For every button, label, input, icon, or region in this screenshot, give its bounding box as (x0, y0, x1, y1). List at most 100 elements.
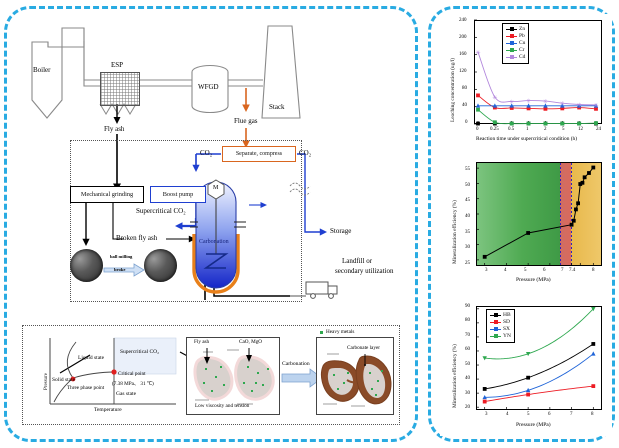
secondary-utilization-label: secondary utilization (335, 267, 394, 275)
chart1-ytick-80: 80 (462, 86, 467, 91)
chart3-x-axis-title: Pressure (MPa) (516, 422, 551, 428)
stack-label: Stack (269, 103, 285, 111)
svg-text:✳: ✳ (593, 102, 598, 109)
separate-compress-box: Separate, compress (222, 146, 296, 162)
wfgd-label: WFGD (198, 83, 219, 91)
mechanism-cao-mgo-label: CaO, MgO (239, 339, 263, 345)
separate-compress-label: Separate, compress (235, 151, 283, 157)
chart-mineralization-pressure: Mineralization efficiency (%) Pressure (… (440, 156, 612, 290)
solid-state-label: Solid state (52, 377, 76, 383)
chart3-ytick-30: 30 (465, 391, 470, 396)
legend-marker-sd (493, 320, 498, 324)
legend-marker-cu (509, 41, 514, 45)
flue-gas-label: Flue gas (234, 117, 258, 125)
ball-milling-arrow (103, 263, 145, 277)
chart2-ytick-25: 25 (465, 261, 470, 266)
fly-ash-particle-before (70, 249, 103, 282)
chart3-ytick-80: 80 (465, 318, 470, 323)
esp-label: ESP (111, 61, 124, 69)
chart3-xtick-6: 6 (548, 412, 551, 417)
process-flow-panel (4, 6, 418, 442)
chart3-ytick-60: 60 (465, 347, 470, 352)
chart-mineralization-by-source: Mineralization efficiency (%) Pressure (… (440, 298, 612, 436)
chart3-ytick-70: 70 (465, 333, 470, 338)
mechanism-after-box: Carbonate layer (316, 337, 394, 415)
chart3-xtick-3: 3 (485, 412, 488, 417)
chart2-vline-74 (571, 163, 572, 265)
chart1-xtick-2: 0.5 (508, 127, 515, 132)
legend-label-zn: Zn (519, 26, 526, 32)
svg-text:✳: ✳ (560, 101, 565, 108)
svg-text:✳: ✳ (577, 102, 582, 109)
critical-point-values: (7.38 MPa、 31 ℃) (112, 381, 154, 387)
chart1-xtick-3: 1 (526, 127, 529, 132)
ball-milling-label: ball milling (110, 254, 133, 259)
chart2-ytick-30: 30 (465, 245, 470, 250)
chart1-xtick-1: 0.25 (490, 127, 499, 132)
phase-diagram: Pressure Temperature Solid state Liquid … (36, 334, 181, 418)
legend-marker-sx (493, 327, 498, 331)
legend-item-zn: Zn (506, 26, 525, 33)
legend-line-hb (490, 313, 501, 317)
legend-line-pb (506, 34, 517, 38)
chart2-ytick-45: 45 (465, 198, 470, 203)
heavy-metals-label: Heavy metals (326, 329, 355, 335)
charts-panel (428, 6, 615, 442)
chart1-series-layer: ✳ ✳ ✳ ✳ ✳ ✳ ✳ ✳ (474, 19, 599, 126)
boiler-label: Boiler (33, 66, 51, 74)
svg-text:✳: ✳ (543, 98, 548, 105)
co2-right-label: CO₂ (299, 149, 312, 157)
chart2-xtick-8: 8 (592, 268, 595, 273)
legend-marker-hb (493, 313, 498, 317)
heavy-metals-legend: Heavy metals (320, 329, 355, 335)
legend-line-yn (490, 334, 501, 338)
boost-pump-label: Boost pump (162, 191, 194, 198)
chart2-plot-area (476, 162, 602, 266)
legend-marker-zn (509, 27, 514, 31)
chart3-ytick-50: 50 (465, 362, 470, 367)
chart2-zone-gas (477, 163, 560, 265)
chart2-ytick-40: 40 (465, 214, 470, 219)
chart3-ytick-40: 40 (465, 376, 470, 381)
carbonation-reactor: M Carbonation (190, 178, 246, 294)
legend-marker-cr (509, 48, 514, 52)
legend-marker-pb (509, 34, 514, 38)
legend-line-sx (490, 327, 501, 331)
chart1-ytick-120: 120 (459, 69, 467, 74)
legend-line-zn (506, 27, 517, 31)
heavy-metals-swatch (320, 331, 323, 335)
chart1-xtick-6: 12 (578, 127, 583, 132)
chart2-xtick-4: 4 (504, 268, 507, 273)
mechanical-grinding-box: Mechanical grinding (70, 186, 144, 203)
supercritical-co2-region-label: Supercritical CO₂ (120, 349, 160, 355)
chart1-xtick-5: 5 (562, 127, 565, 132)
legend-line-cd (506, 55, 517, 59)
legend-item-hb: HB (490, 312, 511, 319)
legend-label-sd: SD (503, 319, 511, 325)
supercritical-co2-label: Supercritical CO₂ (136, 207, 186, 215)
legend-label-pb: Pb (519, 33, 525, 39)
legend-label-cd: Cd (519, 54, 526, 60)
svg-text:✳: ✳ (509, 99, 514, 106)
chart3-series-layer (476, 307, 596, 410)
mechanism-fly-ash-label: Fly ash (194, 339, 210, 345)
svg-text:✳: ✳ (526, 98, 531, 105)
chart3-ytick-90: 90 (465, 304, 470, 309)
legend-item-sx: SX (490, 326, 511, 333)
svg-text:✳: ✳ (492, 95, 497, 102)
chart2-ytick-35: 35 (465, 230, 470, 235)
legend-item-cr: Cr (506, 47, 525, 54)
chart2-xtick-7: 7 (561, 268, 564, 273)
boost-pump-box: Boost pump (150, 186, 206, 203)
legend-marker-yn (493, 334, 498, 338)
low-viscosity-label: Low viscosity and tension (195, 403, 250, 409)
chart1-x-axis-title: Reaction time under supercritical condit… (476, 136, 578, 142)
legend-label-sx: SX (503, 326, 511, 332)
svg-text:✳: ✳ (475, 49, 480, 56)
storage-label: Storage (330, 227, 352, 235)
triple-point-label: Three phase point (67, 385, 105, 391)
chart1-ytick-160: 160 (459, 52, 467, 57)
legend-label-yn: YN (503, 333, 511, 339)
chart1-xtick-0: 0 (476, 127, 479, 132)
